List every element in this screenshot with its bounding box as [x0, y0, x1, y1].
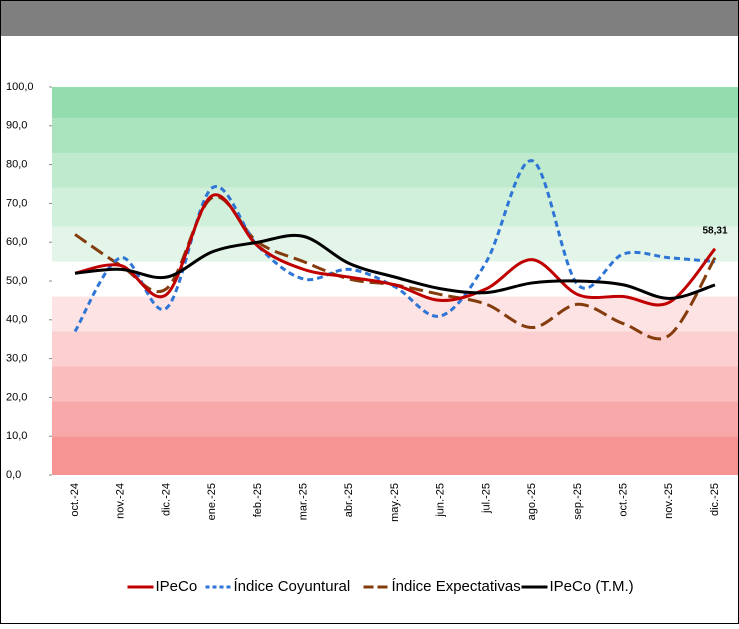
data-label: 58,31 [702, 225, 727, 236]
band [52, 436, 738, 475]
y-tick-label: 20,0 [6, 391, 27, 403]
band [52, 296, 738, 332]
x-tick-label: nov.-25 [663, 483, 675, 519]
x-tick-label: jul.-25 [480, 483, 492, 514]
y-tick-label: 80,0 [6, 159, 27, 171]
band [52, 118, 738, 153]
band [52, 366, 738, 402]
y-tick-label: 0,0 [6, 469, 21, 481]
x-tick-label: sep.-25 [572, 483, 584, 520]
legend-label: IPeCo [156, 578, 198, 595]
series-line [73, 159, 716, 333]
band [52, 187, 738, 227]
y-tick-label: 70,0 [6, 197, 27, 209]
series-line [74, 233, 716, 300]
x-tick-label: ago.-25 [526, 483, 538, 520]
band [52, 226, 738, 262]
legend-label: Índice Coyuntural [234, 578, 351, 595]
x-tick-label: feb.-25 [252, 483, 264, 517]
band [52, 401, 738, 437]
x-tick-label: jun.-25 [435, 483, 447, 518]
x-tick-label: may.-25 [389, 483, 401, 522]
series-line [74, 193, 717, 307]
y-tick-label: 30,0 [6, 353, 27, 365]
x-tick-label: mar.-25 [297, 483, 309, 520]
y-tick-label: 100,0 [6, 81, 34, 93]
x-tick-label: abr.-25 [343, 483, 355, 517]
legend-label: IPeCo (T.M.) [550, 578, 634, 595]
y-tick-label: 10,0 [6, 430, 27, 442]
x-tick-label: nov.-24 [115, 483, 127, 519]
band [52, 331, 738, 367]
x-tick-label: dic.-24 [160, 483, 172, 516]
x-tick-label: dic.-25 [709, 483, 721, 516]
x-tick-label: oct.-24 [69, 483, 81, 517]
y-tick-label: 50,0 [6, 275, 27, 287]
legend-label: Índice Expectativas [392, 578, 521, 595]
header-bar [0, 0, 739, 36]
band [52, 152, 738, 188]
y-tick-label: 90,0 [6, 120, 27, 132]
x-tick-label: oct.-25 [617, 483, 629, 517]
x-tick-label: ene.-25 [206, 483, 218, 520]
band [52, 87, 738, 119]
y-tick-label: 60,0 [6, 236, 27, 248]
y-tick-label: 40,0 [6, 314, 27, 326]
